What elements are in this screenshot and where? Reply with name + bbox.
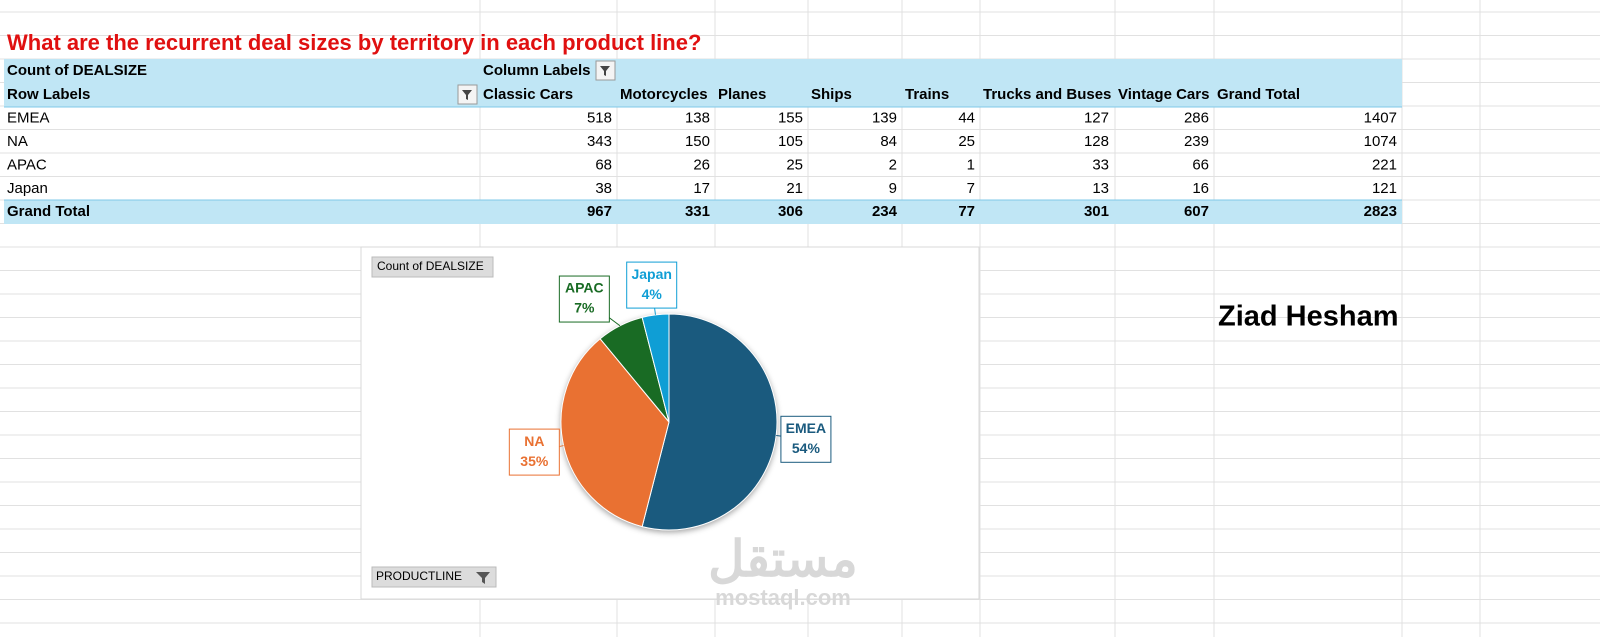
cell-value: 25 xyxy=(786,156,803,173)
watermark-arabic: مستقل xyxy=(708,531,858,587)
data-label-box xyxy=(626,261,678,309)
author: Ziad Hesham xyxy=(1218,301,1399,333)
data-label-name: APAC xyxy=(565,280,604,296)
data-label-value: 4% xyxy=(642,286,663,302)
data-label-name: EMEA xyxy=(786,420,826,436)
cell-value: 343 xyxy=(587,133,612,150)
cell-value: 518 xyxy=(587,109,612,126)
cell-value: 13 xyxy=(1092,180,1109,197)
total-value: 306 xyxy=(778,203,803,220)
total-value: 967 xyxy=(587,203,612,220)
column-header: Planes xyxy=(718,86,766,103)
cell-value: 38 xyxy=(595,180,612,197)
column-header: Ships xyxy=(811,86,852,103)
total-value: 301 xyxy=(1084,203,1109,220)
pivot-total-band xyxy=(4,200,1402,224)
filter-icon xyxy=(600,66,610,76)
column-header: Trains xyxy=(905,86,949,103)
column-header: Motorcycles xyxy=(620,86,708,103)
column-header: Trucks and Buses xyxy=(983,86,1111,103)
total-value: 234 xyxy=(872,203,898,220)
watermark-latin: mostaql.com xyxy=(715,585,851,610)
cell-value: 127 xyxy=(1084,109,1109,126)
filter-icon xyxy=(462,90,472,100)
cell-value: 1 xyxy=(967,156,975,173)
sheet-title: What are the recurrent deal sizes by ter… xyxy=(7,30,701,55)
pie-slice xyxy=(560,338,670,528)
column-header: Vintage Cars xyxy=(1118,86,1209,103)
row-label: Japan xyxy=(7,180,48,197)
cell-value: 26 xyxy=(693,156,710,173)
total-value: 331 xyxy=(685,203,710,220)
row-label: NA xyxy=(7,133,28,150)
cell-value: 150 xyxy=(685,133,710,150)
cell-value: 16 xyxy=(1192,180,1209,197)
cell-value: 21 xyxy=(786,180,803,197)
total-value: 77 xyxy=(958,203,975,220)
filter-button-label: PRODUCTLINE xyxy=(376,569,462,583)
total-value: 607 xyxy=(1184,203,1209,220)
field-button-label: Count of DEALSIZE xyxy=(377,259,484,273)
total-label: Grand Total xyxy=(7,203,90,220)
pivot-header-band xyxy=(4,59,1402,107)
cell-value: 139 xyxy=(872,109,897,126)
cell-value: 221 xyxy=(1372,156,1397,173)
row-label: APAC xyxy=(7,156,47,173)
data-label-name: NA xyxy=(524,433,544,449)
data-label-value: 35% xyxy=(520,453,549,469)
data-label-box xyxy=(508,428,560,476)
column-header: Classic Cars xyxy=(483,86,573,103)
cell-value: 1074 xyxy=(1364,133,1397,150)
row-labels: Row Labels xyxy=(7,86,90,103)
cell-value: 7 xyxy=(967,180,975,197)
cell-value: 68 xyxy=(595,156,612,173)
data-label-box xyxy=(558,275,610,323)
data-label-box xyxy=(780,415,832,463)
total-value: 2823 xyxy=(1364,203,1397,220)
data-label-name: Japan xyxy=(631,266,671,282)
cell-value: 44 xyxy=(958,109,975,126)
cell-value: 1407 xyxy=(1364,109,1397,126)
cell-value: 121 xyxy=(1372,180,1397,197)
column-labels: Column Labels xyxy=(483,62,591,79)
field-button[interactable] xyxy=(371,256,494,278)
cell-value: 84 xyxy=(880,133,897,150)
data-label-value: 54% xyxy=(792,440,821,456)
cell-value: 155 xyxy=(778,109,803,126)
column-header: Grand Total xyxy=(1217,86,1300,103)
cell-value: 128 xyxy=(1084,133,1109,150)
pivot-corner: Count of DEALSIZE xyxy=(7,62,147,79)
cell-value: 25 xyxy=(958,133,975,150)
cell-value: 239 xyxy=(1184,133,1209,150)
cell-value: 138 xyxy=(685,109,710,126)
filter-button[interactable] xyxy=(371,566,497,588)
cell-value: 33 xyxy=(1092,156,1109,173)
cell-value: 17 xyxy=(693,180,710,197)
data-label-value: 7% xyxy=(574,300,595,316)
cell-value: 286 xyxy=(1184,109,1209,126)
filter-icon xyxy=(476,572,490,584)
cell-value: 66 xyxy=(1192,156,1209,173)
cell-value: 105 xyxy=(778,133,803,150)
cell-value: 9 xyxy=(889,180,897,197)
cell-value: 2 xyxy=(889,156,897,173)
row-label: EMEA xyxy=(7,109,50,126)
pie-slice xyxy=(641,313,778,531)
